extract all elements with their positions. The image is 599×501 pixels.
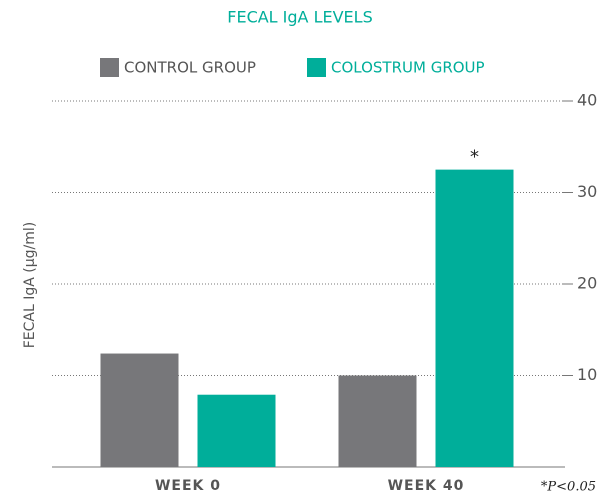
legend-label: COLOSTRUM GROUP	[331, 59, 485, 77]
legend-swatch	[100, 58, 119, 77]
bar	[435, 169, 514, 467]
y-tick-label: 10	[577, 365, 597, 384]
y-tick-label: 20	[577, 274, 597, 293]
y-tick-label: 30	[577, 182, 597, 201]
y-axis-label: FECAL IgA (µg/ml)	[22, 222, 38, 349]
x-tick-label: WEEK 40	[388, 478, 465, 494]
bar	[100, 353, 179, 467]
bar	[197, 394, 276, 467]
legend-label: CONTROL GROUP	[124, 59, 256, 77]
bar	[338, 375, 417, 467]
chart-title: FECAL IgA LEVELS	[227, 8, 372, 27]
annotation: *	[470, 147, 479, 168]
legend-swatch	[307, 58, 326, 77]
y-tick-label: 40	[577, 91, 597, 110]
x-tick-label: WEEK 0	[155, 478, 221, 494]
annotation: *P<0.05	[541, 480, 596, 495]
